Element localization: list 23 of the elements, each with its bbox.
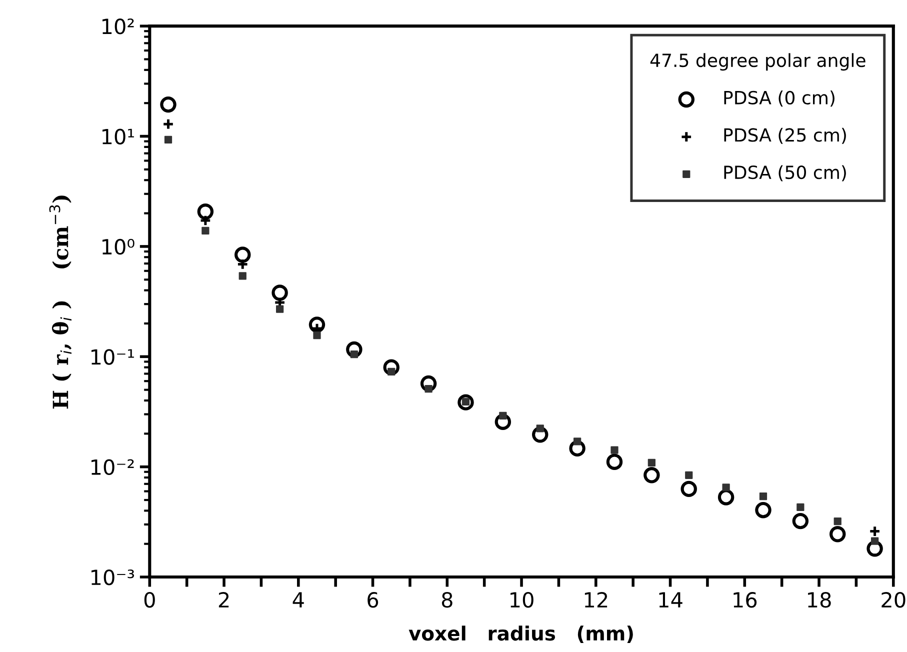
- y-tick-label: 10⁻²: [92, 459, 134, 476]
- y-tick-label: 10²: [102, 18, 134, 34]
- x-tick-label: 12: [584, 592, 608, 608]
- x-tick-label: 4: [292, 592, 304, 608]
- x-tick-label: 20: [882, 592, 906, 608]
- x-tick-label: 0: [144, 592, 155, 608]
- y-tick-label: 10⁻¹: [92, 349, 134, 365]
- y-tick-label: 10⁻³: [92, 569, 134, 586]
- x-tick-label: 6: [368, 592, 378, 608]
- x-tick-label: 14: [659, 592, 682, 608]
- legend-label: PDSA (0 cm): [724, 90, 834, 107]
- x-tick-label: 8: [442, 592, 452, 608]
- legend-label: PDSA (50 cm): [724, 165, 846, 182]
- x-tick-label: 18: [808, 592, 831, 608]
- x-tick-label: 16: [734, 592, 757, 608]
- legend-label: PDSA (25 cm): [724, 128, 846, 144]
- legend-title: 47.5 degree polar angle: [650, 53, 866, 71]
- y-tick-label: 10⁰: [102, 238, 134, 255]
- y-tick-label: 10¹: [102, 128, 134, 144]
- x-axis-title: voxel radius (mm): [408, 626, 633, 643]
- x-tick-label: 10: [510, 592, 534, 608]
- y-axis-title: H ( r$_{i}$, θ$_{i}$ ) (cm$^{−3}$): [49, 196, 72, 409]
- x-tick-label: 2: [218, 592, 229, 608]
